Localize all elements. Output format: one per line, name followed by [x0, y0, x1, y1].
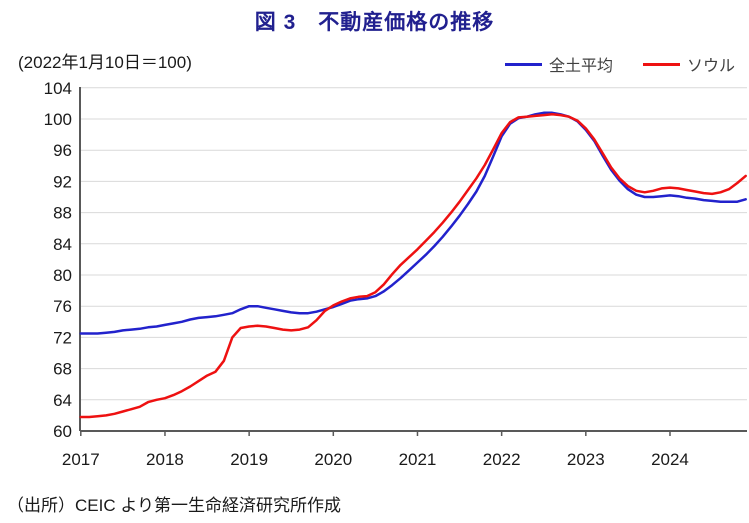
y-axis-label: 64 — [53, 391, 72, 410]
series-line-nationwide — [79, 111, 747, 335]
series-line-seoul — [79, 113, 747, 419]
x-axis-label: 2023 — [567, 450, 605, 469]
x-axis-label: 2022 — [483, 450, 521, 469]
y-axis-label: 84 — [53, 235, 72, 254]
y-axis-label: 72 — [53, 328, 72, 347]
x-axis-label: 2019 — [230, 450, 268, 469]
index-base-note: (2022年1月10日＝100) — [18, 53, 192, 72]
y-axis-label: 100 — [44, 110, 72, 129]
y-axis-label: 76 — [53, 297, 72, 316]
nationwide-line-swatch — [504, 62, 542, 66]
x-axis-label: 2021 — [399, 450, 437, 469]
chart-title: 図 3 不動産価格の推移 — [254, 11, 495, 34]
y-axis-label: 80 — [53, 266, 72, 285]
x-axis-label: 2017 — [62, 450, 100, 469]
legend-item-nationwide: 全土平均 — [504, 52, 613, 76]
legend: 全土平均 ソウル — [504, 52, 735, 76]
legend-label-nationwide: 全土平均 — [548, 58, 613, 75]
y-axis-label: 92 — [53, 172, 72, 191]
x-axis-label: 2024 — [651, 450, 689, 469]
x-axis-label: 2018 — [146, 450, 184, 469]
y-axis-label: 60 — [53, 422, 72, 441]
legend-label-seoul: ソウル — [686, 58, 735, 75]
legend-item-seoul: ソウル — [642, 52, 735, 76]
x-axis-label: 2020 — [314, 450, 352, 469]
y-axis-label: 88 — [53, 204, 72, 223]
y-axis-label: 68 — [53, 360, 72, 379]
source-note: （出所）CEIC より第一生命経済研究所作成 — [7, 496, 341, 515]
seoul-line-swatch — [642, 62, 680, 66]
y-axis-label: 96 — [53, 141, 72, 160]
y-axis-label: 104 — [44, 79, 72, 98]
